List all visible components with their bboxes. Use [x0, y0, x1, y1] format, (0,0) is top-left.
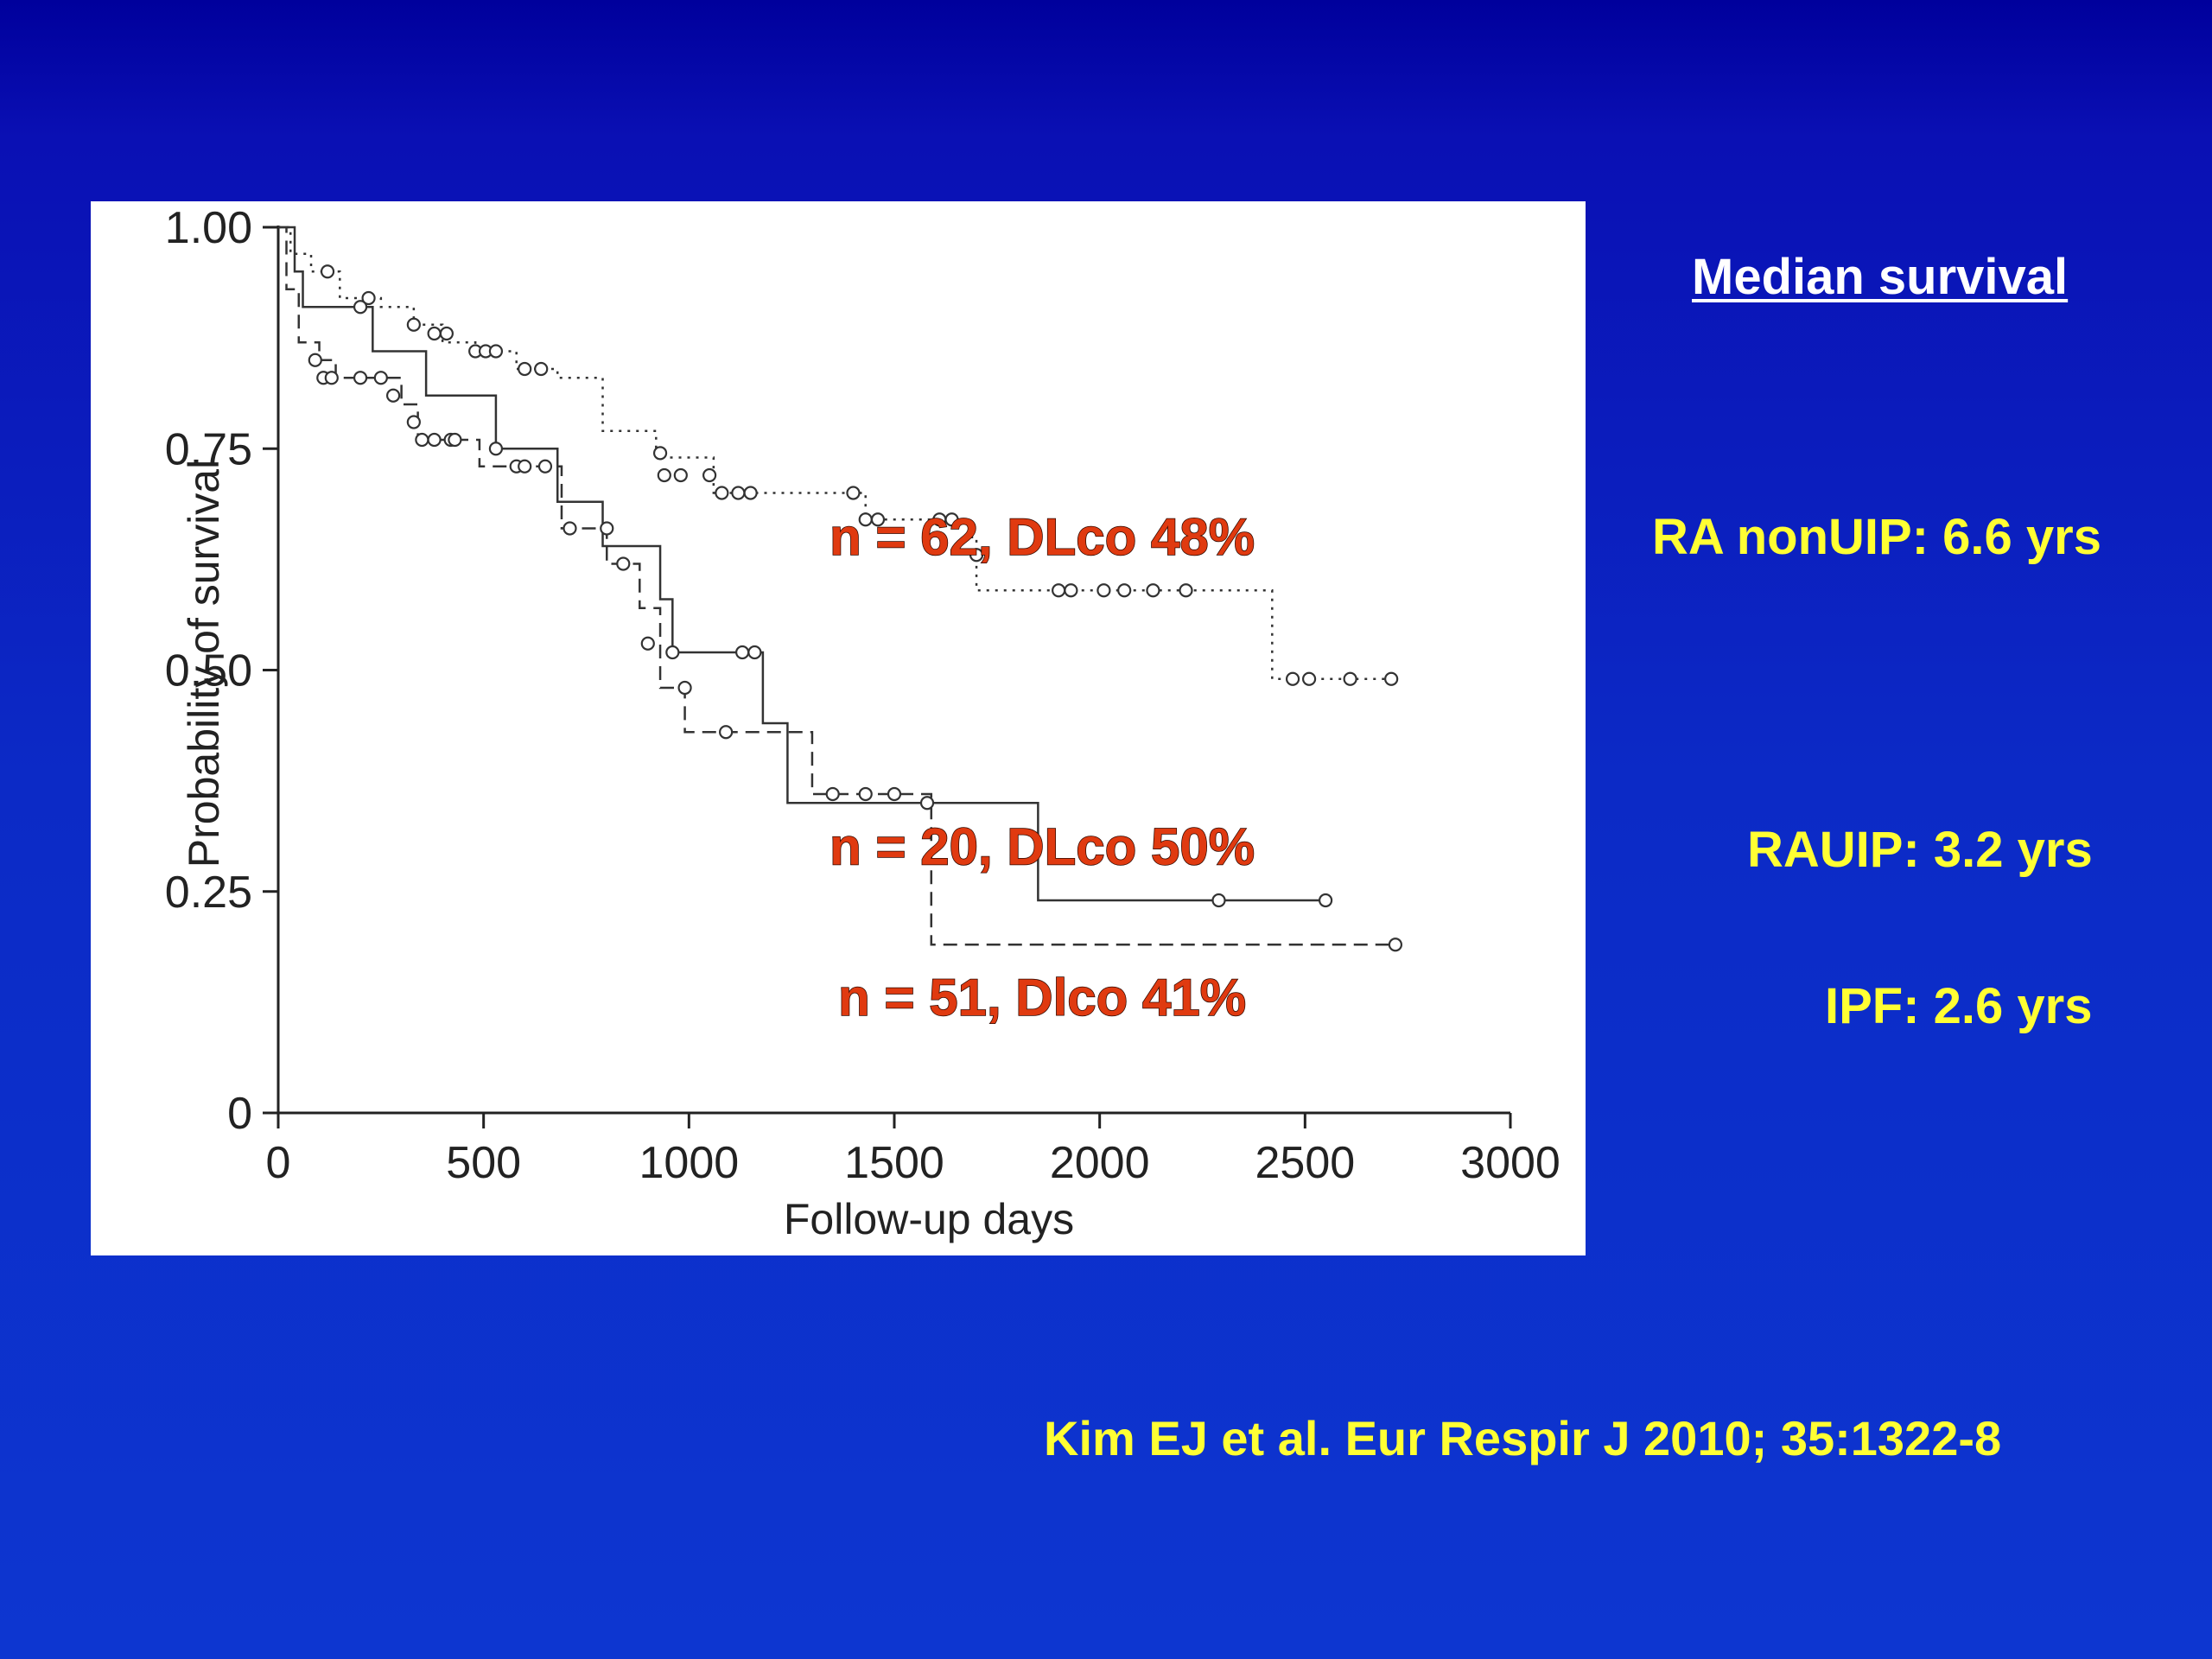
censor-mark — [1318, 893, 1333, 908]
censor-marks — [308, 264, 1403, 952]
annotation-label: n = 20, DLco 50% — [830, 818, 1255, 876]
y-tick-label: 1.00 — [165, 203, 252, 253]
censor-mark — [887, 786, 902, 802]
axes: 0 500 1000 1500 2000 2500 3000 0 0.25 0.50 0.75 1.0… — [165, 203, 1560, 1188]
censor-mark — [735, 645, 750, 660]
y-axis-title: Probability of survival — [180, 460, 228, 868]
censor-mark — [969, 548, 984, 563]
censor-mark — [518, 459, 532, 474]
censor-mark — [534, 361, 549, 377]
x-tick-label: 0 — [266, 1138, 291, 1188]
censor-mark — [1343, 671, 1357, 686]
median-survival-heading: Median survival — [1692, 249, 2069, 305]
censor-mark — [1064, 583, 1078, 598]
censor-mark — [427, 432, 442, 448]
censor-mark — [1117, 583, 1132, 598]
citation: Kim EJ et al. Eur Respir J 2010; 35:1322… — [1044, 1411, 2002, 1465]
censor-mark — [1388, 938, 1403, 952]
censor-mark — [731, 486, 746, 500]
annotation-label: n = 62, DLco 48% — [830, 508, 1255, 566]
x-axis-title: Follow-up days — [784, 1195, 1074, 1243]
survival-chart: Probability of survival Follow-up days 0… — [165, 203, 1560, 1243]
median-ra-nonuip: RA nonUIP: 6.6 yrs — [1652, 509, 2101, 565]
censor-mark — [846, 486, 861, 500]
censor-mark — [665, 645, 680, 660]
censor-mark — [518, 361, 532, 377]
censor-mark — [353, 371, 368, 385]
censor-mark — [385, 388, 401, 403]
censor-mark — [1285, 671, 1300, 686]
censor-mark — [1052, 583, 1066, 598]
censor-mark — [537, 459, 553, 474]
censor-mark — [702, 467, 717, 483]
censor-mark — [415, 432, 429, 448]
censor-mark — [657, 467, 671, 483]
annotations: n = 62, DLco 48% n = 20, DLco 50% n = 51, … — [829, 507, 1255, 1027]
censor-mark — [944, 512, 959, 527]
censor-mark — [1384, 671, 1399, 686]
censor-mark — [361, 290, 376, 306]
censor-mark — [373, 371, 388, 385]
censor-mark — [1301, 671, 1317, 686]
series-line-solid — [278, 226, 1326, 902]
censor-mark — [600, 521, 614, 536]
censor-mark — [919, 796, 935, 810]
censor-mark — [353, 300, 368, 315]
censor-mark — [439, 326, 454, 341]
censor-mark — [747, 645, 762, 660]
censor-mark — [640, 636, 655, 651]
y-tick-label: 0 — [227, 1089, 252, 1139]
annotation-label: n = 51, Dlco 41% — [838, 969, 1246, 1027]
censor-mark — [652, 446, 668, 461]
censor-mark — [406, 415, 421, 429]
y-tick-label: 0.75 — [165, 424, 252, 474]
censor-mark — [1179, 583, 1193, 598]
censor-mark — [308, 353, 322, 367]
censor-mark — [1096, 583, 1111, 598]
x-tick-label: 1000 — [639, 1138, 739, 1188]
x-tick-label: 3000 — [1460, 1138, 1560, 1188]
censor-mark — [488, 442, 504, 456]
y-tick-label: 0.25 — [165, 868, 252, 918]
censor-mark — [320, 264, 335, 279]
chart-panel: Probability of survival Follow-up days 0… — [91, 201, 1586, 1255]
median-rauip: RAUIP: 3.2 yrs — [1747, 822, 2093, 878]
censor-mark — [563, 521, 577, 536]
censor-mark — [677, 680, 692, 696]
censor-mark — [858, 786, 873, 802]
censor-mark — [406, 317, 421, 332]
x-tick-label: 2000 — [1050, 1138, 1150, 1188]
censor-mark — [427, 326, 442, 341]
censor-mark — [616, 556, 631, 571]
y-tick-label: 0.50 — [165, 646, 252, 696]
x-tick-label: 2500 — [1255, 1138, 1355, 1188]
x-tick-label: 1500 — [844, 1138, 944, 1188]
x-tick-label: 500 — [446, 1138, 521, 1188]
censor-mark — [870, 512, 886, 527]
series-line-dotted — [278, 226, 1392, 680]
censor-mark — [1146, 583, 1160, 598]
censor-mark — [448, 432, 462, 448]
censor-mark — [1211, 893, 1226, 908]
censor-mark — [488, 344, 504, 359]
censor-mark — [324, 371, 339, 385]
censor-mark — [743, 486, 758, 500]
censor-mark — [825, 786, 840, 802]
censor-mark — [715, 486, 729, 500]
median-ipf: IPF: 2.6 yrs — [1825, 978, 2093, 1034]
censor-mark — [673, 467, 688, 483]
censor-mark — [719, 725, 734, 740]
